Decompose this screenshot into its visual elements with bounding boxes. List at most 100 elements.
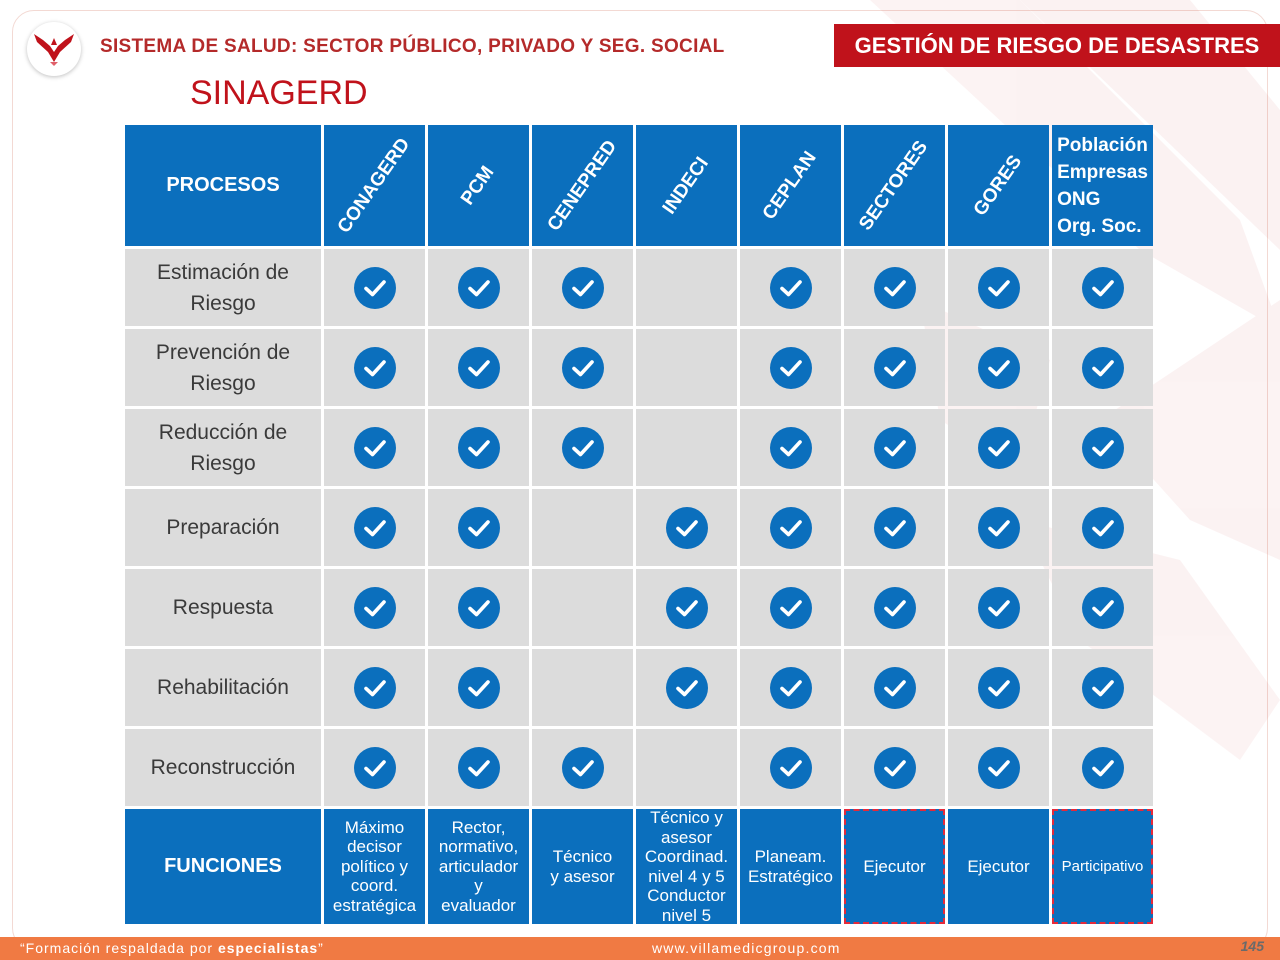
check-circle-icon [769, 666, 812, 709]
table-cell [532, 729, 633, 806]
table-cell [428, 489, 529, 566]
check-circle-icon [665, 666, 708, 709]
check-circle-icon [1081, 266, 1124, 309]
check-circle-icon [457, 586, 500, 629]
function-cell: Máximo decisor político y coord. estratégica [324, 809, 425, 924]
header-indeci: INDECI [636, 125, 737, 246]
table-cell [844, 569, 945, 646]
check-circle-icon [561, 266, 604, 309]
check-circle-icon [769, 506, 812, 549]
text-line: Estimación de [157, 260, 289, 284]
header-label: INDECI [659, 152, 714, 218]
process-label: Reconstrucción [125, 729, 321, 806]
header-label: CENEPRED [543, 135, 621, 235]
check-circle-icon [769, 586, 812, 629]
table-cell [844, 329, 945, 406]
text-line: Riesgo [190, 371, 256, 395]
process-label: Respuesta [125, 569, 321, 646]
check-circle-icon [769, 346, 812, 389]
text-line: Ejecutor [863, 856, 926, 876]
check-circle-icon [873, 266, 916, 309]
footer-bar: “Formación respaldada por especialistas”… [0, 937, 1280, 960]
function-cell: Técnico y asesor [532, 809, 633, 924]
check-circle-icon [457, 266, 500, 309]
text-line: Conductor [647, 886, 726, 905]
table-cell [324, 409, 425, 486]
header-ceplan: CEPLAN [740, 125, 841, 246]
text-line: normativo, [438, 837, 519, 857]
check-circle-icon [561, 346, 604, 389]
check-circle-icon [977, 506, 1020, 549]
table-cell [740, 249, 841, 326]
check-circle-icon [1081, 426, 1124, 469]
check-circle-icon [977, 666, 1020, 709]
table-cell [740, 409, 841, 486]
table-cell [1052, 329, 1153, 406]
text-line: y [474, 876, 483, 896]
text-line: Estratégico [747, 866, 834, 886]
text-line: decisor [347, 837, 402, 857]
text-line: Riesgo [190, 291, 256, 315]
text-line: Preparación [166, 516, 280, 539]
text-line: Técnico [552, 847, 613, 866]
check-circle-icon [353, 426, 396, 469]
footer-website[interactable]: www.villamedicgroup.com [652, 940, 841, 956]
table-cell [636, 729, 737, 806]
header-title: SISTEMA DE SALUD: SECTOR PÚBLICO, PRIVAD… [100, 36, 725, 57]
table-cell [948, 249, 1049, 326]
header-label: CONAGERD [333, 133, 415, 237]
check-circle-icon [873, 346, 916, 389]
check-circle-icon [457, 346, 500, 389]
table-cell [948, 409, 1049, 486]
table-cell [948, 329, 1049, 406]
table-cell [636, 569, 737, 646]
check-circle-icon [561, 426, 604, 469]
check-circle-icon [1081, 346, 1124, 389]
check-circle-icon [873, 506, 916, 549]
text-line: Técnico y [650, 809, 723, 827]
table-cell [532, 649, 633, 726]
sinagerd-table: PROCESOS CONAGERD PCM CENEPRED INDECI CEPLAN S… [125, 125, 1153, 924]
check-circle-icon [353, 746, 396, 789]
table-cell [1052, 729, 1153, 806]
table-cell [428, 729, 529, 806]
check-circle-icon [353, 586, 396, 629]
page-title: SINAGERD [190, 74, 368, 112]
function-cell: Participativo [1052, 809, 1153, 924]
check-circle-icon [561, 746, 604, 789]
text-line: asesor [660, 827, 712, 847]
table-cell [740, 489, 841, 566]
check-circle-icon [353, 506, 396, 549]
table-cell [428, 409, 529, 486]
process-label: Reducción de Riesgo [125, 409, 321, 486]
function-cell: Planeam. Estratégico [740, 809, 841, 924]
process-label: Estimación de Riesgo [125, 249, 321, 326]
process-label: Prevención de Riesgo [125, 329, 321, 406]
table-cell [324, 729, 425, 806]
text-line: Rehabilitación [157, 676, 289, 699]
check-circle-icon [873, 746, 916, 789]
header-label: PCM [457, 161, 499, 209]
check-circle-icon [1081, 506, 1124, 549]
table-cell [636, 329, 737, 406]
table-cell [324, 329, 425, 406]
logo [27, 22, 81, 76]
table-cell [740, 729, 841, 806]
text-line: evaluador [441, 895, 516, 915]
process-label: Rehabilitación [125, 649, 321, 726]
table-cell [948, 649, 1049, 726]
funciones-label: FUNCIONES [125, 809, 321, 924]
header-gores: GORES [948, 125, 1049, 246]
text-line: Coordinad. [644, 847, 729, 866]
table-cell [532, 329, 633, 406]
table-cell [428, 649, 529, 726]
text-line: Reconstrucción [150, 756, 296, 779]
check-circle-icon [457, 746, 500, 789]
text-line: nivel 5 [661, 905, 712, 925]
text-line: Rector, [451, 817, 506, 837]
text-line: y asesor [550, 866, 615, 886]
table-cell [844, 409, 945, 486]
check-circle-icon [1081, 586, 1124, 629]
header-cenepred: CENEPRED [532, 125, 633, 246]
table-cell [532, 569, 633, 646]
